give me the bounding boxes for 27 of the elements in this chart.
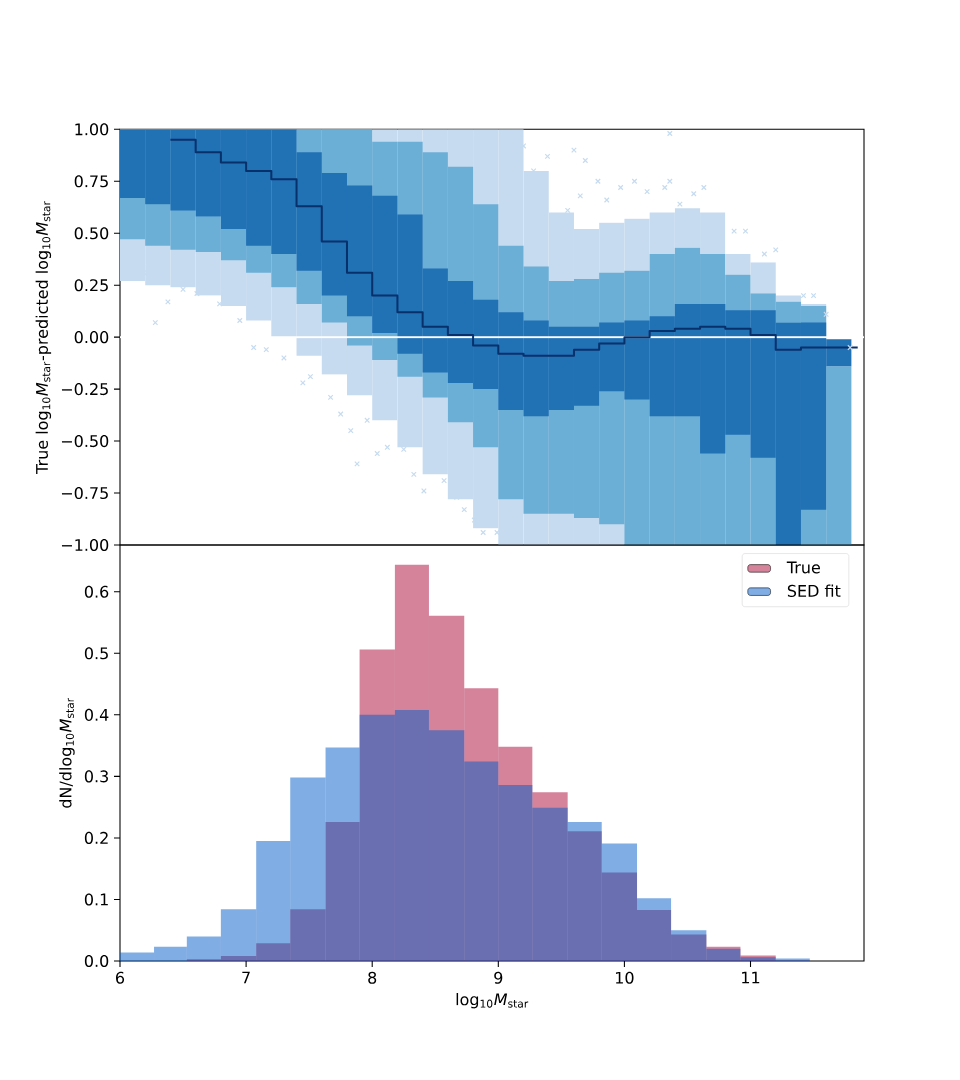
- y-tick-label: 0.25: [74, 279, 108, 292]
- y-axis-title: True log$_{10}$M$_{star}$-predicted log$_{10}$M$_{star}$: [35, 201, 52, 474]
- x-tick-label: 10: [615, 971, 634, 984]
- y-tick-label: 0.4: [84, 708, 109, 721]
- y-tick-label: 0.6: [84, 585, 109, 598]
- y-tick-label: −0.50: [61, 435, 109, 448]
- y-tick-label: 0.00: [74, 331, 109, 344]
- x-axis-title: log$_{10}$M$_{star}$: [456, 992, 529, 1009]
- y-axis-title: dN/dlog$_{10}$M$_{star}$: [59, 697, 75, 808]
- y-tick-label: −0.25: [61, 383, 108, 396]
- y-tick-label: 0.1: [84, 893, 108, 906]
- x-tick-label: 6: [116, 971, 125, 984]
- legend-label: True: [786, 561, 820, 574]
- y-tick-label: 0.0: [84, 954, 109, 968]
- y-tick-label: 0.75: [74, 175, 108, 188]
- x-tick-label: 11: [742, 971, 760, 984]
- y-tick-label: 0.50: [74, 227, 109, 240]
- y-tick-label: −1.00: [61, 538, 109, 552]
- y-tick-label: −0.75: [61, 486, 108, 500]
- y-tick-label: 0.5: [84, 647, 108, 660]
- x-tick-label: 8: [368, 971, 377, 984]
- y-tick-label: 0.3: [84, 770, 108, 783]
- x-tick-label: 7: [242, 971, 250, 984]
- y-tick-label: 1.00: [75, 123, 109, 136]
- x-tick-label: 9: [494, 971, 503, 984]
- legend-label: SED fit: [787, 584, 841, 597]
- y-tick-label: 0.2: [84, 831, 108, 844]
